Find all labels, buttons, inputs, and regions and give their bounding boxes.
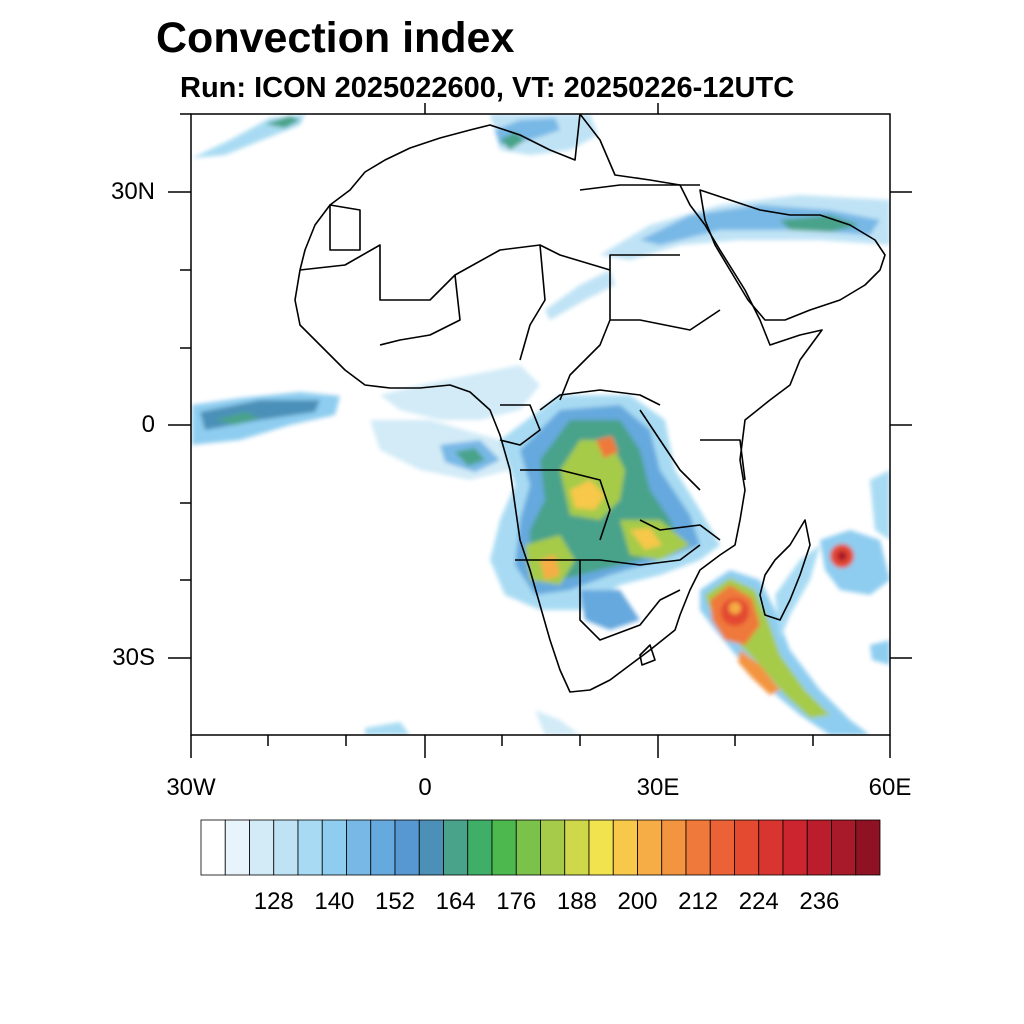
colorbar-swatch: [709, 819, 735, 876]
colorbar-swatch: [200, 819, 226, 876]
colorbar-swatch: [224, 819, 250, 876]
lon-label-30e: 30E: [636, 774, 680, 801]
colorbar-swatch: [612, 819, 638, 876]
colorbar-swatch: [782, 819, 808, 876]
colorbar-swatch: [661, 819, 687, 876]
lat-label-0: 0: [141, 411, 155, 438]
colorbar-swatch: [588, 819, 614, 876]
coastlines: [294, 114, 886, 693]
colorbar-tick-label: 140: [314, 888, 355, 915]
colorbar-swatch: [734, 819, 760, 876]
convection-field: [192, 114, 890, 735]
colorbar-tick-label: 212: [678, 888, 719, 915]
colorbar-swatch: [249, 819, 275, 876]
lon-label-30w: 30W: [166, 774, 216, 801]
colorbar-swatch: [515, 819, 541, 876]
colorbar-swatch: [467, 819, 493, 876]
colorbar-swatch: [831, 819, 857, 876]
colorbar-swatch: [443, 819, 469, 876]
colorbar-swatch: [321, 819, 347, 876]
colorbar-swatch: [685, 819, 711, 876]
colorbar-tick-label: 164: [435, 888, 476, 915]
lat-label-30n: 30N: [110, 178, 155, 205]
colorbar-swatch: [564, 819, 590, 876]
colorbar-swatch: [491, 819, 517, 876]
lat-label-30s: 30S: [112, 644, 155, 671]
colorbar-tick-label: 188: [556, 888, 597, 915]
chart-subtitle: Run: ICON 2025022600, VT: 20250226-12UTC: [180, 72, 795, 104]
colorbar-swatch: [394, 819, 420, 876]
colorbar-swatch: [806, 819, 832, 876]
colorbar-swatch: [855, 819, 881, 876]
lon-label-0: 0: [418, 774, 432, 801]
colorbar: [200, 819, 881, 876]
lon-label-60e: 60E: [868, 774, 912, 801]
colorbar-swatch: [370, 819, 396, 876]
colorbar-tick-label: 128: [253, 888, 294, 915]
colorbar-swatch: [273, 819, 299, 876]
colorbar-tick-label: 200: [617, 888, 658, 915]
chart-title: Convection index: [156, 14, 515, 62]
colorbar-swatch: [540, 819, 566, 876]
colorbar-tick-label: 152: [374, 888, 416, 915]
map-frame: [168, 103, 912, 758]
colorbar-swatch: [297, 819, 323, 876]
colorbar-tick-label: 224: [738, 888, 779, 915]
colorbar-swatch: [346, 819, 372, 876]
colorbar-swatch: [758, 819, 784, 876]
colorbar-swatch: [637, 819, 663, 876]
colorbar-tick-label: 176: [496, 888, 537, 915]
colorbar-tick-label: 236: [799, 888, 840, 915]
colorbar-swatch: [418, 819, 444, 876]
